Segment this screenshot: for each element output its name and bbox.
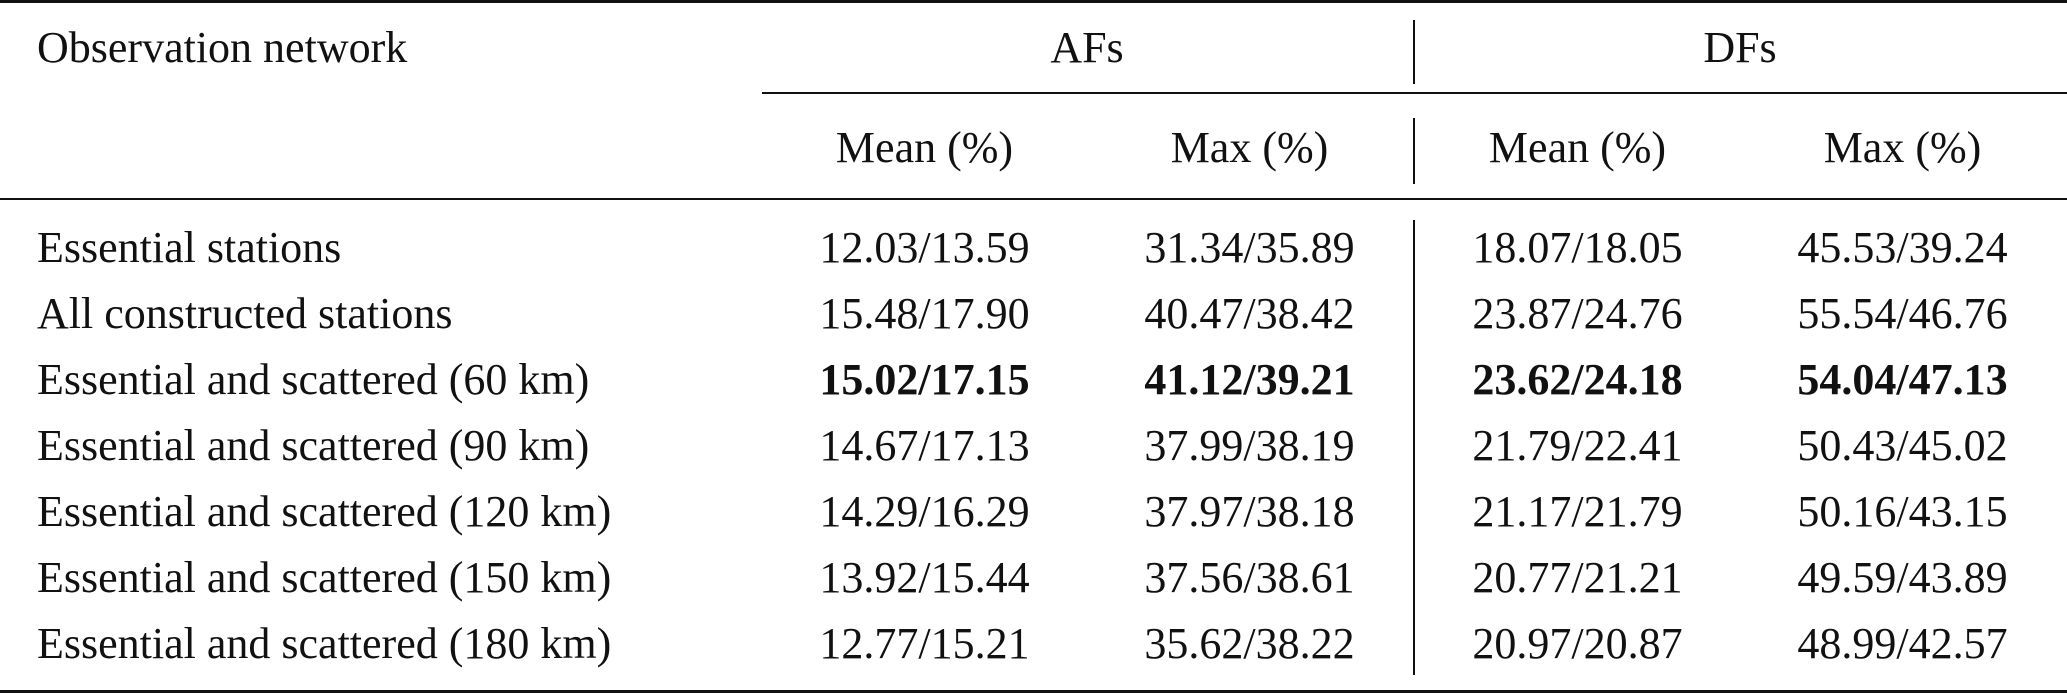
table-cell: 14.67/17.13 [819,421,1030,470]
row-label: All constructed stations [37,289,453,338]
table-cell: 14.29/16.29 [819,487,1030,536]
table-cell: 15.48/17.90 [819,289,1030,338]
table-cell: 48.99/42.57 [1797,619,2008,668]
row-label: Essential and scattered (120 km) [37,487,612,536]
subheader-dfs-max: Max (%) [1823,123,1982,172]
row-label: Essential and scattered (150 km) [37,553,612,602]
table-cell: 54.04/47.13 [1797,355,2008,404]
table-cell: 21.17/21.79 [1472,487,1683,536]
table-cell: 50.16/43.15 [1797,487,2008,536]
table-cell: 45.53/39.24 [1797,223,2008,272]
table-cell: 18.07/18.05 [1472,223,1683,272]
table-cell: 41.12/39.21 [1144,355,1355,404]
table-cell: 31.34/35.89 [1144,223,1355,272]
table-cell: 23.87/24.76 [1472,289,1683,338]
row-label: Essential and scattered (180 km) [37,619,612,668]
row-label: Essential stations [37,223,342,272]
table-cell: 20.77/21.21 [1472,553,1683,602]
bottom-rule [0,690,2067,693]
afs-group-rule [762,92,2067,94]
subheader-afs-mean: Mean (%) [835,123,1014,172]
table-cell: 20.97/20.87 [1472,619,1683,668]
table-cell: 12.77/15.21 [819,619,1030,668]
group-divider-sub [1413,118,1415,184]
table-cell: 21.79/22.41 [1472,421,1683,470]
table-cell: 35.62/38.22 [1144,619,1355,668]
table-cell: 49.59/43.89 [1797,553,2008,602]
table-cell: 23.62/24.18 [1472,355,1683,404]
row-label: Essential and scattered (90 km) [37,421,590,470]
table-cell: 40.47/38.42 [1144,289,1355,338]
table-cell: 12.03/13.59 [819,223,1030,272]
row-header-label: Observation network [37,23,408,72]
table-cell: 13.92/15.44 [819,553,1030,602]
header-rule [0,198,2067,200]
top-rule [0,0,2067,3]
row-label: Essential and scattered (60 km) [37,355,590,404]
group-header-afs: AFs [1050,23,1124,72]
table-cell: 15.02/17.15 [819,355,1030,404]
group-divider-body [1413,220,1415,675]
group-divider-top [1413,20,1415,84]
table-cell: 37.97/38.18 [1144,487,1355,536]
group-header-dfs: DFs [1703,23,1777,72]
table-cell: 37.56/38.61 [1144,553,1355,602]
subheader-afs-max: Max (%) [1170,123,1329,172]
subheader-dfs-mean: Mean (%) [1488,123,1667,172]
table-cell: 37.99/38.19 [1144,421,1355,470]
table-cell: 50.43/45.02 [1797,421,2008,470]
table-cell: 55.54/46.76 [1797,289,2008,338]
